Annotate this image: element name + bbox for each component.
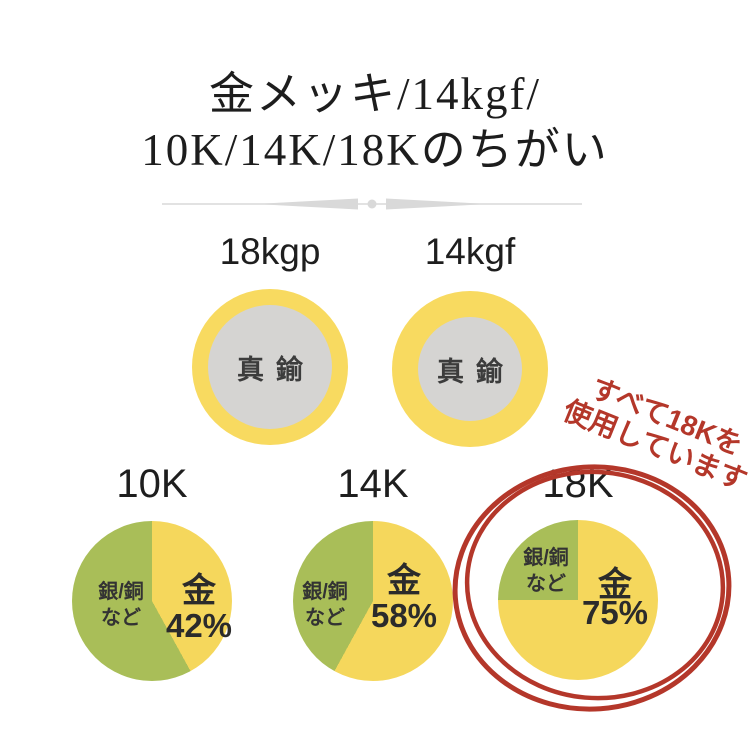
pie-chart-14k: 銀/銅 など 金 58% [293, 521, 453, 681]
label-14kgf: 14kgf [424, 231, 516, 272]
gold-kanji: 金 [387, 562, 421, 600]
gold-kanji: 金 [182, 572, 216, 610]
other-metal-label: 銀/銅 など [83, 579, 159, 631]
other-metal-line1: 銀/銅 [302, 581, 348, 603]
divider-ornament-icon [162, 198, 582, 210]
gold-percentage: 75% [581, 594, 649, 631]
pie-chart-10k: 銀/銅 など 金 42% [72, 521, 232, 681]
pie-chart-18k: 銀/銅 など 金 75% [498, 520, 658, 680]
other-metal-line2: など [526, 573, 566, 595]
other-metal-line2: など [305, 607, 345, 629]
other-metal-line2: など [101, 607, 141, 629]
plated-circle-18kgp: 真鍮 [192, 289, 348, 445]
label-10k: 10K [116, 462, 188, 506]
page-title: 金メッキ/14kgf/ 10K/14K/18Kのちがい [0, 66, 750, 178]
gold-share-label: 金 42% [149, 574, 249, 642]
other-metal-label: 銀/銅 など [508, 545, 584, 597]
gold-share-label: 金 75% [565, 568, 665, 629]
brass-core: 真鍮 [418, 317, 522, 421]
brass-core-label: 真鍮 [437, 356, 515, 387]
other-metal-line1: 銀/銅 [523, 547, 569, 569]
other-metal-line1: 銀/銅 [98, 581, 144, 603]
label-18kgp: 18kgp [219, 231, 321, 272]
title-line-1: 金メッキ/14kgf/ [209, 69, 541, 119]
brass-core-label: 真鍮 [237, 354, 315, 385]
gold-kanji: 金 [598, 566, 632, 604]
title-line-2: 10K/14K/18Kのちがい [141, 125, 609, 175]
gold-percentage: 42% [165, 607, 233, 644]
highlight-circle-icon [452, 464, 732, 712]
label-14k: 14K [337, 462, 409, 506]
gold-percentage: 58% [370, 597, 438, 634]
gold-share-label: 金 58% [354, 564, 454, 632]
filled-circle-14kgf: 真鍮 [392, 291, 548, 447]
brass-core: 真鍮 [208, 305, 332, 429]
other-metal-label: 銀/銅 など [287, 579, 363, 631]
